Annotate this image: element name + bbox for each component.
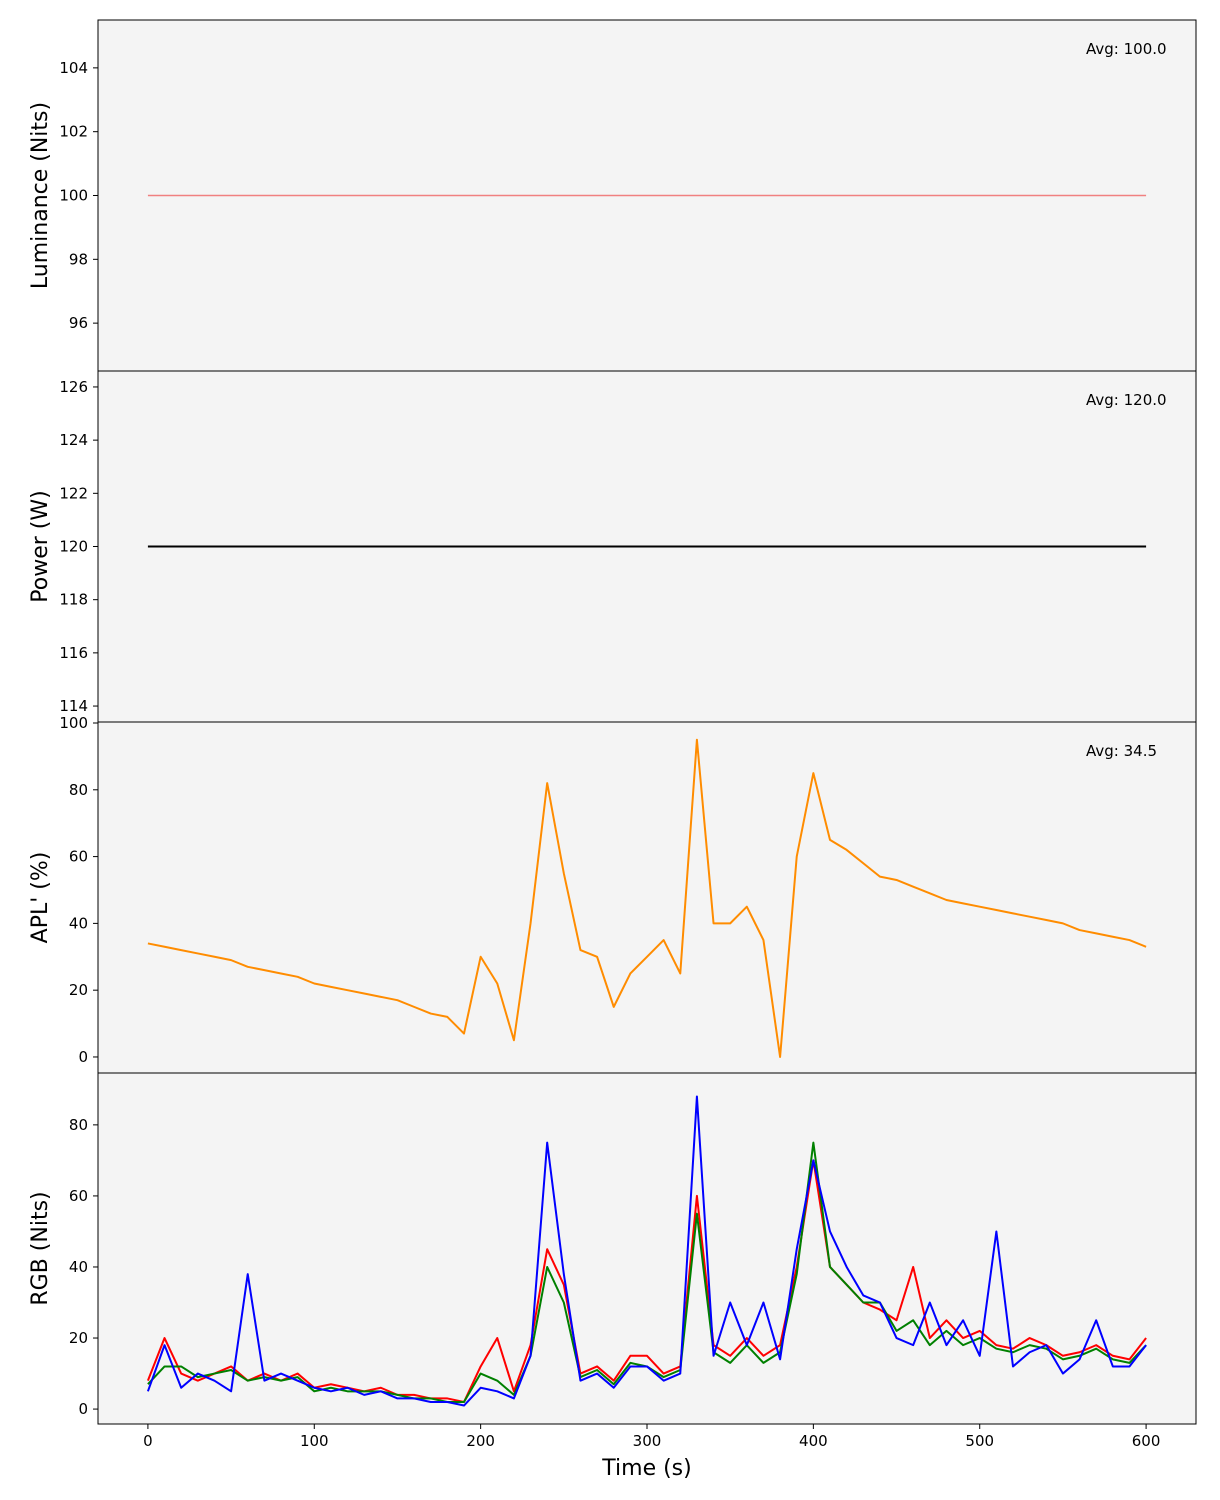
y-tick-label: 126 bbox=[59, 378, 88, 396]
y-tick-label: 96 bbox=[69, 314, 88, 332]
x-axis-label: Time (s) bbox=[601, 1456, 691, 1481]
y-tick-label: 40 bbox=[69, 1258, 88, 1276]
y-tick-label: 20 bbox=[69, 981, 88, 999]
y-tick-label: 60 bbox=[69, 848, 88, 866]
y-tick-label: 116 bbox=[59, 644, 88, 662]
data-line bbox=[147, 738, 1147, 1058]
y-tick-label: 124 bbox=[59, 431, 88, 449]
y-tick-label: 0 bbox=[78, 1048, 88, 1066]
y-tick-label: 102 bbox=[59, 123, 88, 141]
y-axis-label: Luminance (Nits) bbox=[28, 102, 53, 289]
y-tick-label: 60 bbox=[69, 1187, 88, 1205]
x-tick-label: 100 bbox=[300, 1432, 329, 1450]
x-tick-label: 600 bbox=[1132, 1432, 1161, 1450]
x-tick-label: 400 bbox=[799, 1432, 828, 1450]
y-tick-label: 40 bbox=[69, 914, 88, 932]
y-tick-label: 100 bbox=[59, 714, 88, 732]
y-tick-label: 122 bbox=[59, 484, 88, 502]
y-tick-label: 0 bbox=[78, 1400, 88, 1418]
x-tick-label: 0 bbox=[143, 1432, 153, 1450]
y-tick-label: 80 bbox=[69, 1116, 88, 1134]
y-tick-label: 100 bbox=[59, 187, 88, 205]
x-tick-label: 300 bbox=[633, 1432, 662, 1450]
y-tick-label: 114 bbox=[59, 697, 88, 715]
y-axis-label: APL' (%) bbox=[28, 852, 53, 944]
x-tick-label: 500 bbox=[965, 1432, 994, 1450]
y-tick-label: 104 bbox=[59, 59, 88, 77]
annotation: Avg: 120.0 bbox=[1086, 391, 1167, 409]
y-tick-label: 120 bbox=[59, 538, 88, 556]
data-line bbox=[146, 1095, 1147, 1407]
y-tick-label: 98 bbox=[69, 250, 88, 268]
y-axis-label: RGB (Nits) bbox=[28, 1191, 53, 1305]
annotation: Avg: 100.0 bbox=[1086, 40, 1167, 58]
y-tick-label: 80 bbox=[69, 781, 88, 799]
y-tick-label: 20 bbox=[69, 1329, 88, 1347]
y-tick-label: 118 bbox=[59, 591, 88, 609]
x-tick-label: 200 bbox=[466, 1432, 495, 1450]
y-axis-label: Power (W) bbox=[28, 490, 53, 602]
plot-area bbox=[97, 721, 1197, 1074]
annotation: Avg: 34.5 bbox=[1086, 742, 1157, 760]
